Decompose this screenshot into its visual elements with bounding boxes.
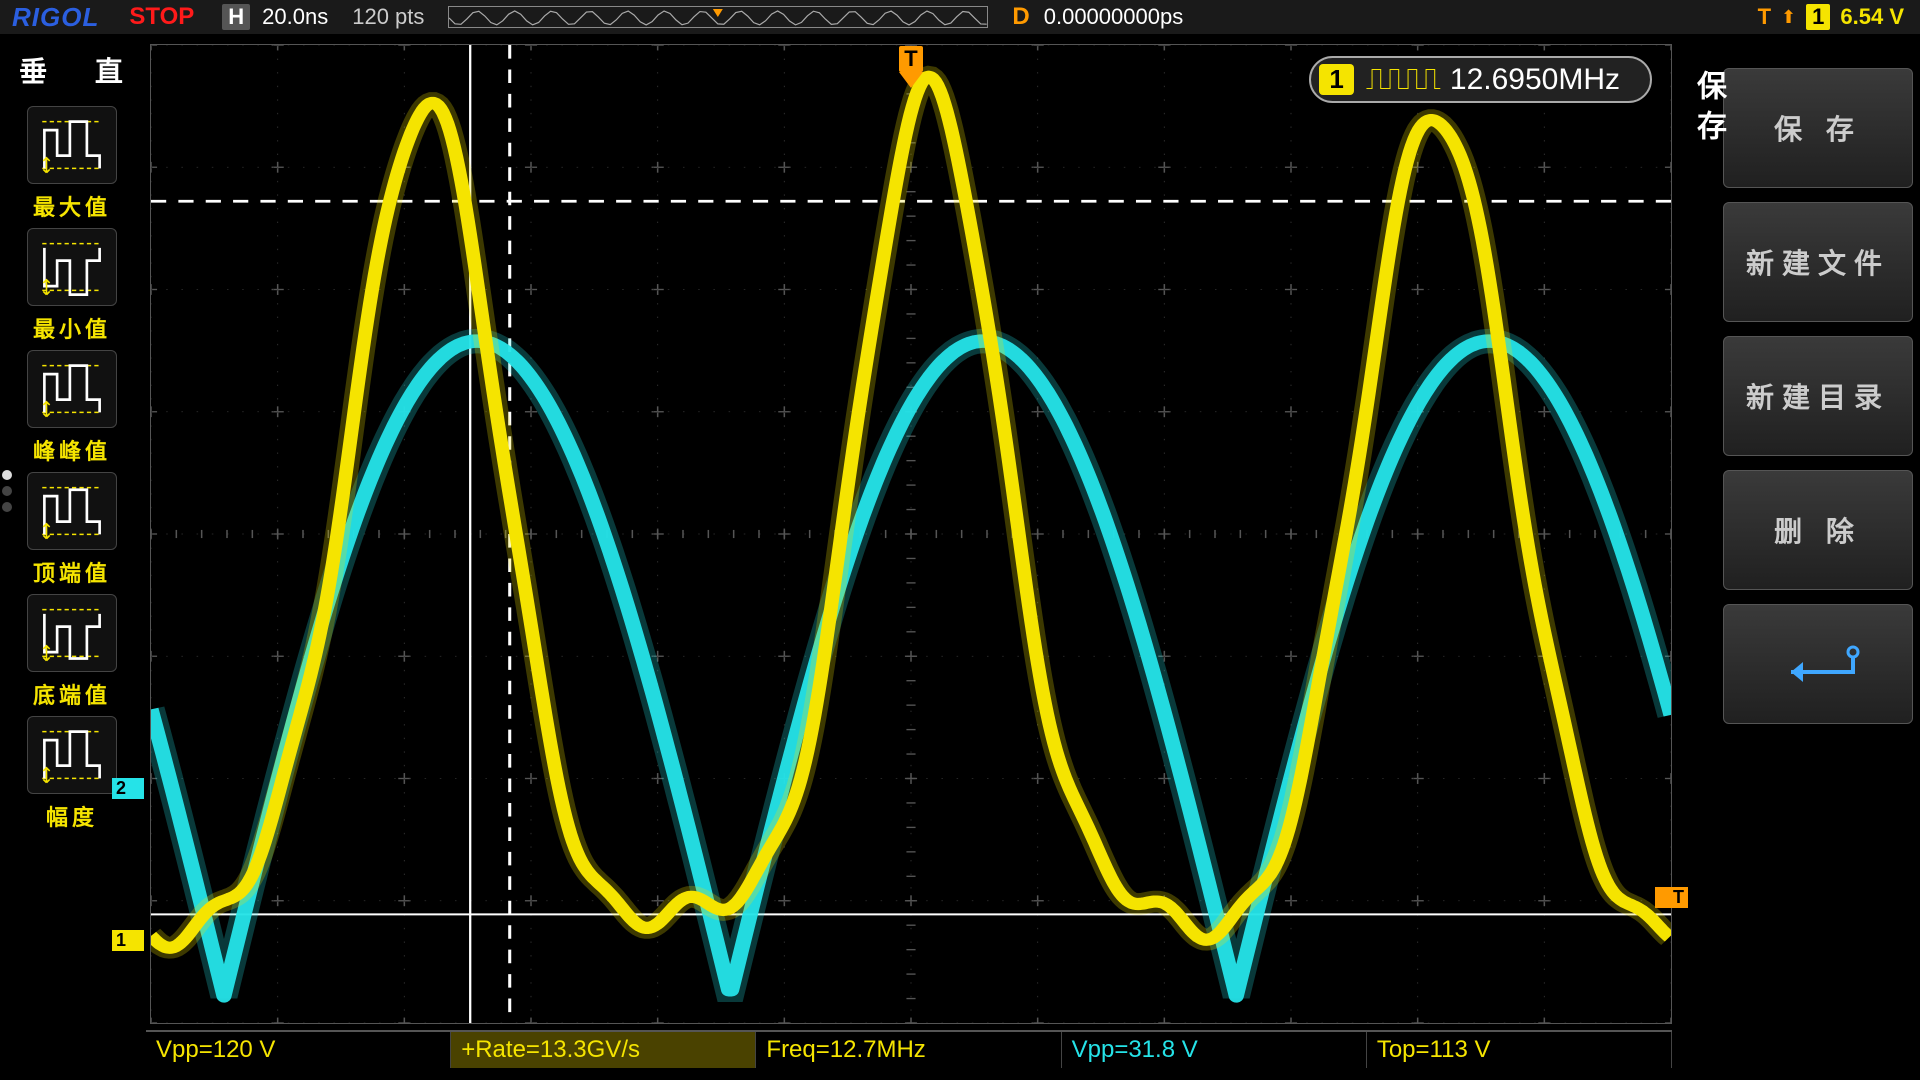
trigger-position-marker[interactable]: T bbox=[899, 46, 923, 88]
brand-logo: RIGOL bbox=[0, 2, 111, 33]
measure-icon-max bbox=[27, 106, 117, 184]
measure-icon-base bbox=[27, 594, 117, 672]
measure-icon-amp bbox=[27, 716, 117, 794]
top-bar: RIGOL STOP H 20.0ns 120 pts D 0.00000000… bbox=[0, 0, 1920, 34]
waveform-display[interactable] bbox=[150, 44, 1672, 1024]
h-label: H bbox=[222, 4, 250, 30]
measure-icon-pp bbox=[27, 350, 117, 428]
measure-label: 峰峰值 bbox=[33, 434, 111, 466]
sidebar-left-title: 垂 直 bbox=[1, 50, 143, 90]
d-value: 0.00000000ps bbox=[1044, 4, 1183, 30]
measure-label: 顶端值 bbox=[33, 556, 111, 588]
delay-readout: D 0.00000000ps bbox=[1002, 3, 1193, 31]
menu-button-0[interactable]: 保 存 bbox=[1723, 68, 1913, 188]
measure-button-amp[interactable]: 幅度 bbox=[22, 716, 122, 832]
rising-edge-icon: ⬆ bbox=[1781, 7, 1796, 28]
measure-button-pp[interactable]: 峰峰值 bbox=[22, 350, 122, 466]
measure-button-min[interactable]: 最小值 bbox=[22, 228, 122, 344]
trigger-level-marker[interactable]: T bbox=[1655, 887, 1688, 908]
measure-icon-min bbox=[27, 228, 117, 306]
points-value: 120 pts bbox=[352, 4, 424, 30]
menu-button-3[interactable]: 删 除 bbox=[1723, 470, 1913, 590]
t-label: T bbox=[1758, 4, 1771, 30]
horizontal-readout: H 20.0ns 120 pts bbox=[212, 4, 434, 30]
sidebar-right: 保存 保 存新建文件新建目录删 除 bbox=[1680, 40, 1920, 1030]
d-label: D bbox=[1012, 3, 1029, 31]
memory-map bbox=[448, 6, 988, 28]
t-channel: 1 bbox=[1806, 4, 1830, 30]
measure-icon-top bbox=[27, 472, 117, 550]
enter-arrow-icon bbox=[1773, 644, 1863, 684]
sidebar-left: 垂 直 最大值 最小值 bbox=[0, 40, 144, 1030]
menu-button-2[interactable]: 新建目录 bbox=[1723, 336, 1913, 456]
measurement-cell: Vpp=31.8 V bbox=[1062, 1032, 1367, 1068]
ch1-ground-marker[interactable]: 1 bbox=[112, 930, 144, 951]
run-status: STOP bbox=[111, 3, 212, 31]
measure-label: 最小值 bbox=[33, 312, 111, 344]
measure-button-base[interactable]: 底端值 bbox=[22, 594, 122, 710]
measure-label: 底端值 bbox=[33, 678, 111, 710]
h-value: 20.0ns bbox=[262, 4, 328, 30]
measure-button-top[interactable]: 顶端值 bbox=[22, 472, 122, 588]
trigger-readout: T ⬆ 1 6.54 V bbox=[1742, 4, 1920, 30]
t-value: 6.54 V bbox=[1840, 4, 1904, 30]
sidebar-right-title: 保存 bbox=[1686, 70, 1730, 150]
frequency-counter-badge: 1 ⎍⎍⎍⎍ 12.6950MHz bbox=[1309, 56, 1652, 103]
measurement-cell: +Rate=13.3GV/s bbox=[451, 1032, 756, 1068]
freq-badge-value: 12.6950MHz bbox=[1450, 63, 1620, 97]
pulse-train-icon: ⎍⎍⎍⎍ bbox=[1366, 62, 1438, 97]
freq-badge-channel: 1 bbox=[1319, 64, 1353, 95]
measurement-bar: Vpp=120 V+Rate=13.3GV/sFreq=12.7MHzVpp=3… bbox=[146, 1030, 1672, 1068]
measurement-cell: Top=113 V bbox=[1367, 1032, 1672, 1068]
ch2-ground-marker[interactable]: 2 bbox=[112, 778, 144, 799]
measure-label: 最大值 bbox=[33, 190, 111, 222]
measure-button-max[interactable]: 最大值 bbox=[22, 106, 122, 222]
measurement-cell: Vpp=120 V bbox=[146, 1032, 451, 1068]
measurement-cell: Freq=12.7MHz bbox=[756, 1032, 1061, 1068]
menu-button-1[interactable]: 新建文件 bbox=[1723, 202, 1913, 322]
menu-button-enter[interactable] bbox=[1723, 604, 1913, 724]
sidebar-page-dots bbox=[2, 470, 12, 512]
measure-label: 幅度 bbox=[46, 800, 98, 832]
